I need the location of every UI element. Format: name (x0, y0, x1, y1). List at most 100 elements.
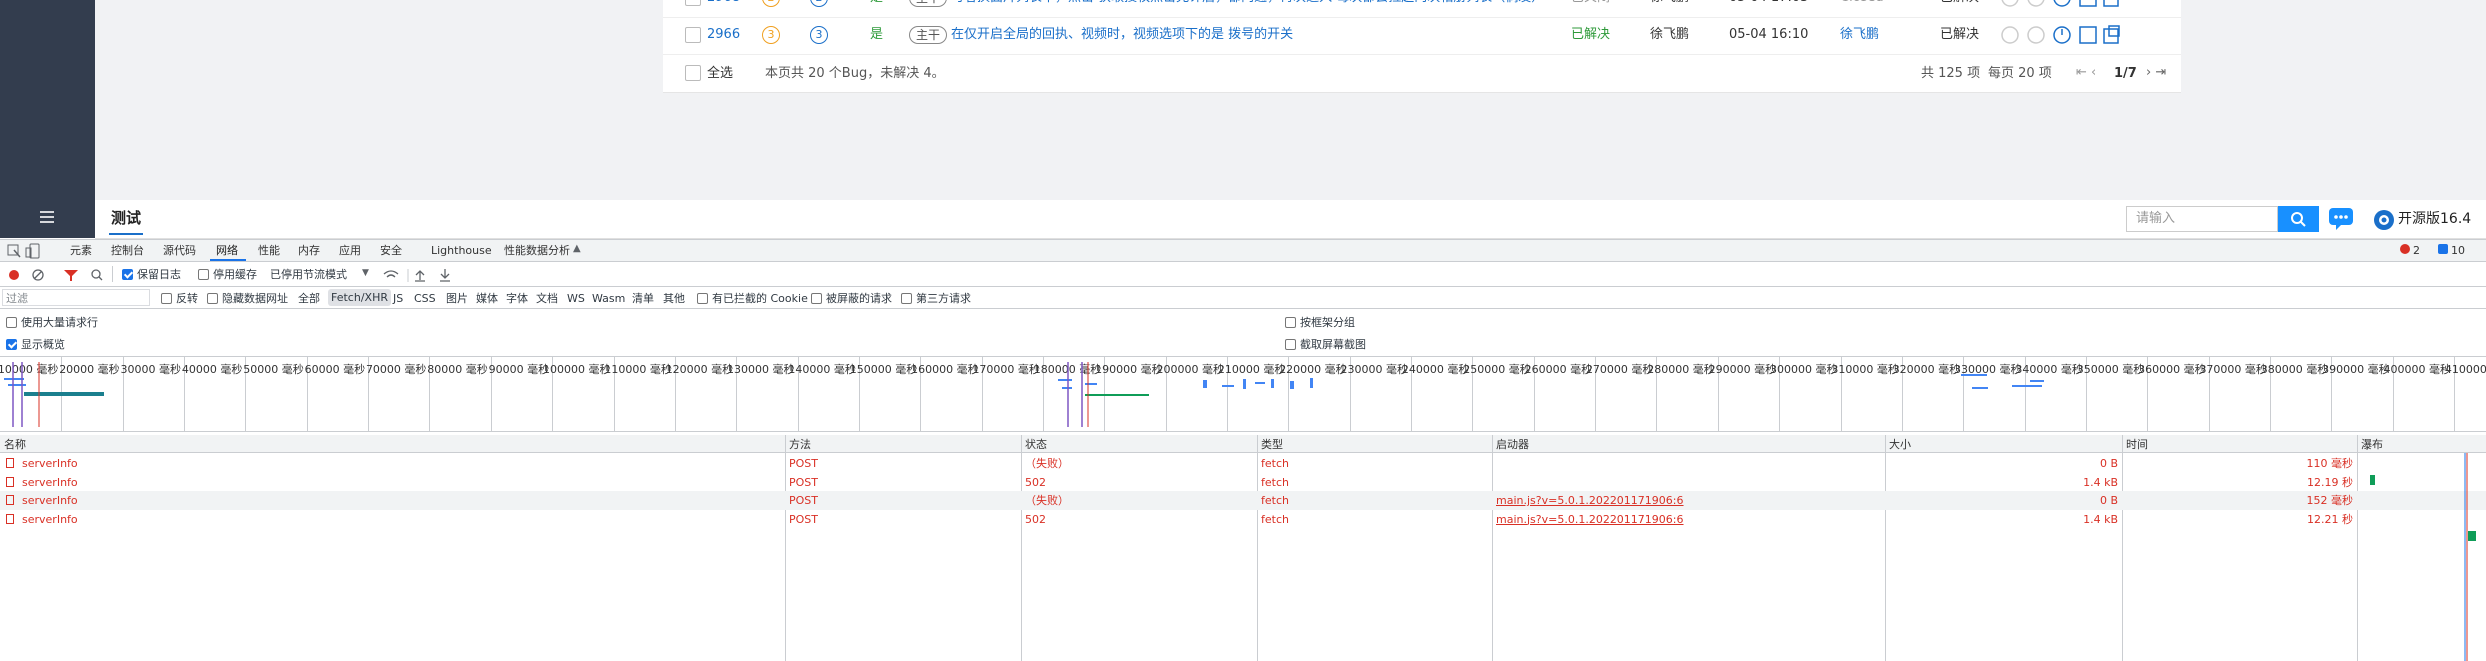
checkbox[interactable] (161, 293, 172, 304)
overview-gridline (2147, 357, 2149, 431)
preserve-log[interactable]: 保留日志 (137, 268, 181, 281)
row-actions[interactable] (1998, 24, 2168, 46)
checkbox[interactable] (901, 293, 912, 304)
per-page[interactable]: 每页 20 项 (1988, 66, 2052, 81)
request-cell[interactable]: main.js?v=5.0.1.202201171906:6 (1496, 494, 1684, 507)
row-checkbox[interactable] (685, 0, 701, 6)
checkbox[interactable] (207, 293, 218, 304)
type-filter[interactable]: 全部 (298, 292, 320, 305)
pager-prev[interactable]: ⇤ ‹ (2076, 65, 2097, 80)
tab[interactable]: 测试 (111, 209, 142, 227)
devtools-tab[interactable]: 元素 (70, 244, 92, 257)
inspect-icons[interactable] (6, 243, 46, 259)
message-count[interactable]: 10 (2451, 244, 2465, 257)
option[interactable]: 显示概览 (21, 338, 65, 351)
type-filter[interactable]: CSS (414, 292, 436, 305)
checkbox[interactable] (122, 269, 133, 280)
filter-input[interactable] (2, 289, 150, 306)
option[interactable]: 使用大量请求行 (21, 316, 98, 329)
type-filter[interactable]: 其他 (663, 292, 685, 305)
disable-cache[interactable]: 停用缓存 (213, 268, 257, 281)
blocked-requests[interactable]: 被屏蔽的请求 (826, 292, 892, 305)
request-cell: 502 (1025, 475, 1046, 489)
type-filter[interactable]: 清单 (632, 292, 654, 305)
overview-gridline (981, 357, 983, 431)
overview-tick-label: 150000 毫秒 (849, 363, 918, 376)
request-cell: fetch (1261, 457, 1289, 470)
option[interactable]: 截取屏幕截图 (1300, 338, 1366, 351)
error-count[interactable]: 2 (2413, 244, 2420, 257)
assigned-to[interactable]: 徐飞鹏 (1840, 27, 1880, 42)
type-filter[interactable]: 图片 (446, 292, 468, 305)
column-header[interactable]: 时间 (2126, 438, 2148, 451)
column-header[interactable]: 大小 (1889, 438, 1911, 451)
select-all-checkbox[interactable] (685, 65, 701, 81)
devtools-tab[interactable]: 内存 (298, 244, 320, 257)
type-filter[interactable]: Fetch/XHR (328, 289, 391, 306)
hide-data-urls[interactable]: 隐藏数据网址 (222, 292, 288, 305)
checkbox[interactable] (697, 293, 708, 304)
blocked-cookies[interactable]: 有已拦截的 Cookie (712, 292, 808, 305)
overview-gridline (2454, 357, 2455, 431)
devtools-tab[interactable]: 性能数据分析 (504, 244, 570, 257)
toolbar-icons[interactable] (6, 267, 106, 283)
overview-gridline (2024, 357, 2026, 431)
bug-title[interactable]: 在仅开启全局的回执、视频时，视频选项下的是 拨号的开关 (951, 27, 1294, 42)
toolbar-icons-right[interactable] (382, 267, 462, 283)
devtools-tab[interactable]: 性能 (258, 244, 280, 257)
request-cell[interactable]: serverInfo (22, 512, 78, 526)
type-filter[interactable]: 字体 (506, 292, 528, 305)
chat-icon[interactable] (2328, 207, 2354, 231)
row-checkbox[interactable] (685, 27, 701, 43)
devtools-tab[interactable]: 应用 (339, 244, 361, 257)
request-cell[interactable]: serverInfo (22, 494, 78, 507)
devtools-tab[interactable]: 源代码 (163, 244, 196, 257)
column-divider (2357, 435, 2358, 661)
devtools-tab[interactable]: Lighthouse (431, 244, 492, 257)
column-header[interactable]: 瀑布 (2361, 438, 2383, 451)
column-divider (1885, 435, 1886, 661)
type-filter[interactable]: 文档 (536, 292, 558, 305)
devtools-tab[interactable]: 安全 (380, 244, 402, 257)
checkbox[interactable] (6, 339, 17, 350)
type-filter[interactable]: WS (567, 292, 585, 305)
menu-icon[interactable] (37, 209, 57, 225)
checkbox[interactable] (1285, 339, 1296, 350)
throttling-arrow[interactable]: ▼ (362, 268, 369, 278)
request-cell[interactable]: main.js?v=5.0.1.202201171906:6 (1496, 512, 1684, 526)
bug-title[interactable]: 可者换面片列表中，点击 获取授权点击允许后，都内通，再次进入 每次都会拉起两次相… (951, 0, 1544, 4)
checkbox[interactable] (198, 269, 209, 280)
bug-id[interactable]: 2966 (707, 27, 741, 42)
bug-id[interactable]: 2968 (707, 0, 740, 4)
option[interactable]: 按框架分组 (1300, 316, 1355, 329)
invert[interactable]: 反转 (176, 292, 198, 305)
throttling[interactable]: 已停用节流模式 (270, 268, 347, 281)
request-cell: 1.4 kB (2083, 512, 2118, 526)
type-filter[interactable]: 媒体 (476, 292, 498, 305)
devtools-tab[interactable]: 控制台 (111, 244, 144, 257)
third-party[interactable]: 第三方请求 (916, 292, 971, 305)
error-badge-icon[interactable] (2400, 244, 2410, 254)
column-header[interactable]: 状态 (1025, 438, 1047, 451)
request-cell[interactable]: serverInfo (22, 475, 78, 489)
search-input[interactable] (2126, 206, 2278, 232)
column-header[interactable]: 类型 (1261, 438, 1283, 451)
column-header[interactable]: 名称 (4, 438, 26, 451)
search-button[interactable] (2278, 206, 2319, 232)
overview-tick-label: 60000 毫秒 (304, 363, 366, 376)
select-all[interactable]: 全选 (707, 66, 734, 81)
column-header[interactable]: 启动器 (1496, 438, 1529, 451)
checkbox[interactable] (811, 293, 822, 304)
column-header[interactable]: 方法 (789, 438, 811, 451)
overview-tick-label: 140000 毫秒 (788, 363, 856, 376)
devtools-tab[interactable]: 网络 (216, 244, 238, 257)
request-cell[interactable]: serverInfo (22, 457, 78, 470)
overview-tick-label: 80000 毫秒 (427, 363, 488, 376)
message-badge-icon[interactable] (2438, 244, 2448, 254)
type-filter[interactable]: JS (393, 292, 404, 305)
pager-next[interactable]: › ⇥ (2146, 65, 2167, 80)
type-filter[interactable]: Wasm (592, 292, 626, 305)
checkbox[interactable] (1285, 317, 1296, 328)
checkbox[interactable] (6, 317, 17, 328)
row-actions[interactable] (1998, 0, 2168, 9)
